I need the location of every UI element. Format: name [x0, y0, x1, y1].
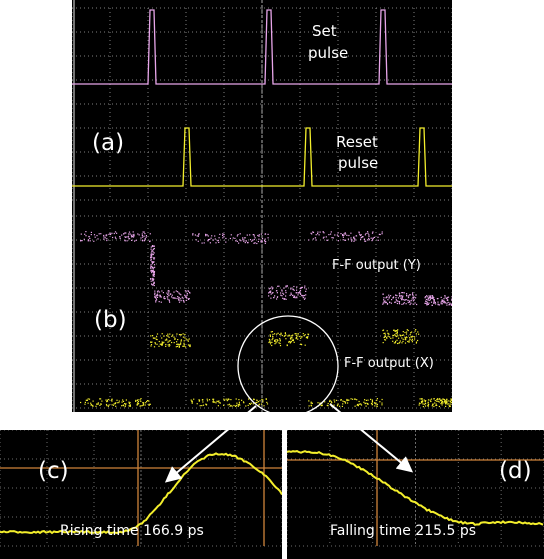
zoom-display-rising: (c) Rising time 166.9 ps 100.0 ps/div 23… [0, 430, 282, 559]
reset-pulse-trace [72, 127, 452, 187]
trigger-t-icon: ⊥― [75, 201, 86, 211]
falling-time-caption: Falling time 215.5 ps [330, 523, 477, 539]
ff-output-y-label: F-F output (Y) [332, 258, 421, 273]
set-pulse-trace [72, 9, 452, 85]
falling-marker-icon: ↑ [417, 546, 423, 556]
oscilloscope-main-display: Set pulse (a) Reset pulse ⊥― 3.000 ns/di… [72, 0, 452, 412]
main-waveform-plot [72, 0, 452, 412]
rising-time-caption: Rising time 166.9 ps [60, 523, 204, 539]
falling-edge-plot [287, 430, 544, 547]
panel-d-label: (d) [499, 458, 532, 484]
reset-pulse-label-line2: pulse [338, 154, 379, 172]
panel-c-label: (c) [38, 458, 69, 484]
falling-timebase-readout: 100.0 ps/div [290, 546, 356, 556]
main-position-readout: 25.4200 ns [326, 201, 381, 211]
falling-grid [287, 430, 544, 547]
reset-pulse-label-line1: Reset [336, 133, 378, 151]
panel-a-label: (a) [92, 130, 125, 156]
rising-position-readout: 23.9050 ns [216, 546, 271, 556]
rising-timebase-readout: 100.0 ps/div [3, 546, 69, 556]
rising-grid [0, 430, 282, 547]
set-pulse-label-line1: Set [312, 22, 337, 40]
main-upper-grid [72, 7, 452, 201]
ff-output-x-label: F-F output (X) [344, 356, 434, 371]
rising-edge-plot [0, 430, 282, 547]
falling-position-readout: 27.4600 ns [473, 546, 528, 556]
main-timebase-readout: 3.000 ns/div [138, 201, 204, 211]
ff-output-y-trace [80, 231, 452, 306]
panel-b-label: (b) [94, 307, 127, 333]
zoom-display-falling: (d) Falling time 215.5 ps 100.0 ps/div ↑… [287, 430, 544, 559]
set-pulse-label-line2: pulse [308, 44, 349, 62]
